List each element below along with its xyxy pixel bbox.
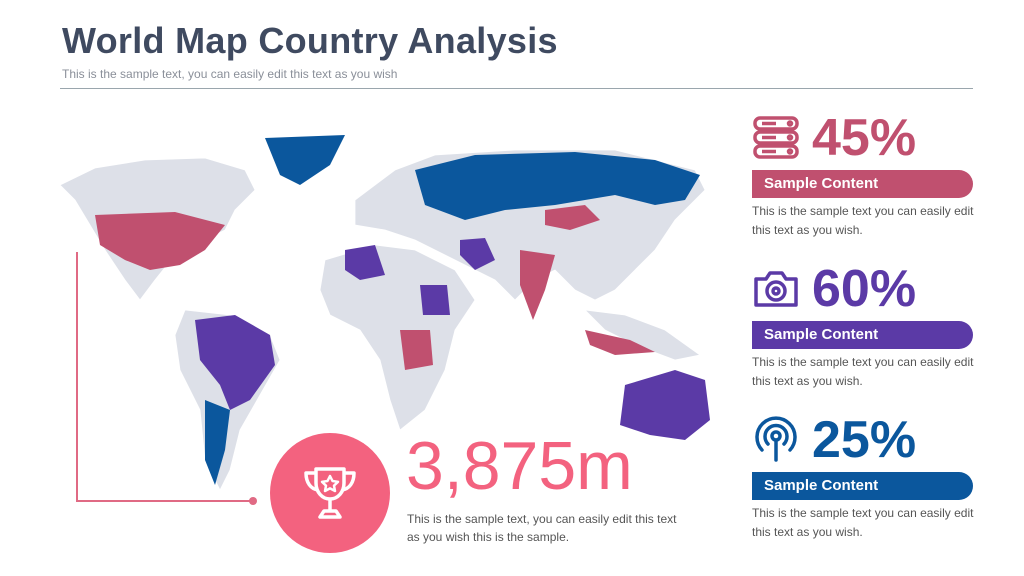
india — [520, 250, 555, 320]
drc — [400, 330, 433, 370]
connector-line — [76, 252, 78, 502]
highlight-value: 3,875m — [406, 428, 633, 504]
connector-dot — [249, 497, 257, 505]
world-map — [59, 135, 710, 491]
stat-percent: 25% — [812, 411, 917, 469]
connector-line-horizontal — [76, 500, 252, 502]
broadcast-icon — [755, 416, 797, 462]
southeast-asia — [583, 309, 701, 361]
stat-card-2: 60% Sample Content This is the sample te… — [752, 263, 977, 391]
stat-label-bar: Sample Content — [752, 321, 973, 349]
divider — [60, 88, 973, 89]
stat-description: This is the sample text you can easily e… — [752, 506, 974, 539]
indonesia — [585, 330, 655, 355]
usa — [95, 212, 225, 270]
stat-percent: 45% — [812, 109, 917, 167]
stat-label-bar: Sample Content — [752, 472, 973, 500]
page-subtitle: This is the sample text, you can easily … — [62, 67, 398, 81]
stat-card-3: 25% Sample Content This is the sample te… — [752, 414, 977, 542]
greenland — [265, 135, 345, 185]
africa — [319, 244, 476, 431]
stat-percent: 60% — [812, 260, 917, 318]
highlight-description: This is the sample text, you can easily … — [407, 512, 677, 544]
stat-description: This is the sample text you can easily e… — [752, 204, 974, 237]
stat-card-1: 45% Sample Content This is the sample te… — [752, 112, 977, 240]
australia — [620, 370, 710, 440]
server-icon — [753, 116, 799, 159]
camera-icon — [754, 271, 798, 307]
brazil — [195, 315, 275, 410]
page-title: World Map Country Analysis — [62, 20, 558, 61]
stat-description: This is the sample text you can easily e… — [752, 355, 974, 388]
trophy-badge — [270, 433, 390, 553]
mongolia — [545, 205, 600, 230]
algeria — [345, 245, 385, 280]
argentina — [205, 400, 230, 485]
trophy-icon — [304, 467, 356, 519]
iran — [460, 238, 495, 270]
stat-label-bar: Sample Content — [752, 170, 973, 198]
russia — [415, 152, 700, 220]
sudan — [420, 285, 450, 315]
